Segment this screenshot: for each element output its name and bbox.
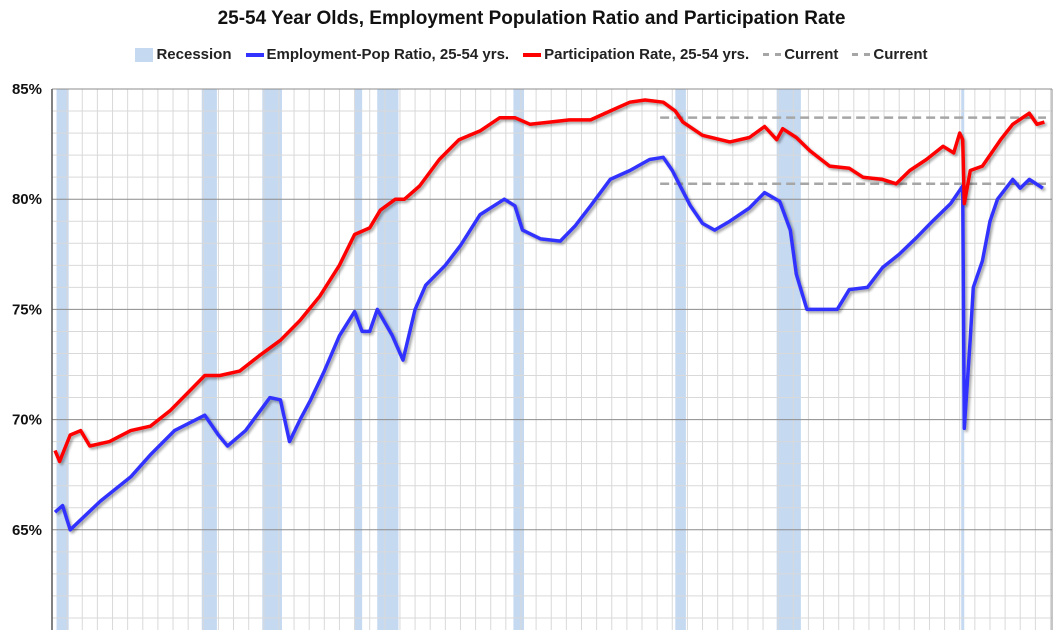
recession-band [513, 89, 525, 630]
y-tick-label: 65% [12, 522, 42, 539]
recession-band [776, 89, 801, 630]
recession-band [56, 89, 69, 630]
legend-swatch [245, 52, 264, 57]
recession-band [675, 89, 686, 630]
legend-label: Recession [156, 46, 232, 63]
legend-swatch [135, 47, 154, 62]
legend-label: Current [784, 46, 839, 63]
legend-item-epop: Employment-Pop Ratio, 25-54 yrs. [245, 46, 510, 63]
y-tick-label: 80% [12, 191, 42, 208]
recession-band [354, 89, 363, 630]
legend-item-recession: Recession [135, 46, 232, 63]
y-tick-label: 70% [12, 412, 42, 429]
y-tick-label: 75% [12, 301, 42, 318]
legend-item-current-2: Current [852, 46, 928, 63]
legend-item-current-1: Current [763, 46, 838, 63]
legend-item-participation: Participation Rate, 25-54 yrs. [523, 46, 749, 63]
legend-label: Employment-Pop Ratio, 25-54 yrs. [266, 46, 510, 63]
epop-series-line [53, 155, 1044, 532]
legend-label: Participation Rate, 25-54 yrs. [544, 46, 750, 63]
legend-label: Current [873, 46, 928, 63]
legend-swatch [523, 52, 542, 57]
y-tick-label: 85% [12, 81, 42, 98]
recession-band [377, 89, 399, 630]
legend-swatch [763, 53, 782, 56]
chart-title: 25-54 Year Olds, Employment Population R… [217, 8, 846, 29]
recession-band [262, 89, 282, 630]
legend-swatch [852, 53, 871, 56]
participation-series-line [53, 98, 1045, 464]
recession-band [201, 89, 217, 630]
legend: Recession Employment-Pop Ratio, 25-54 yr… [0, 46, 1063, 63]
